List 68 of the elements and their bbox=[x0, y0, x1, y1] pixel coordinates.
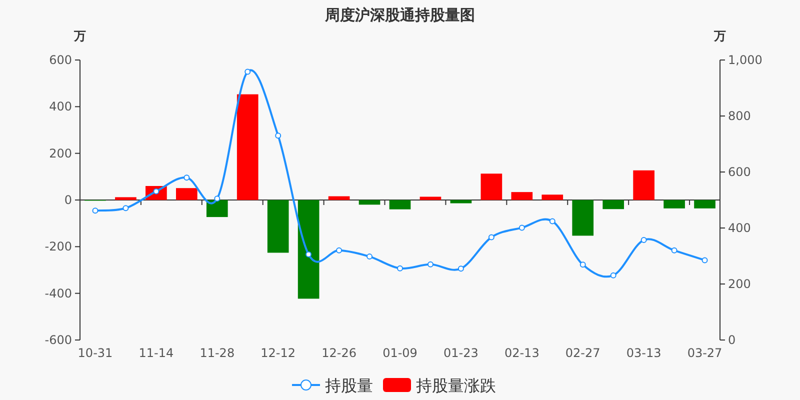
point bbox=[518, 224, 525, 231]
point bbox=[122, 205, 129, 212]
y2-tick-label: 600 bbox=[728, 165, 751, 179]
bar bbox=[480, 174, 502, 200]
point bbox=[671, 247, 678, 254]
point bbox=[427, 261, 434, 268]
x-tick-label: 11-28 bbox=[200, 346, 235, 360]
bar bbox=[420, 196, 442, 200]
y-tick-label: -200 bbox=[44, 240, 72, 254]
point bbox=[702, 257, 708, 264]
x-tick-label: 03-13 bbox=[626, 346, 662, 360]
chart-title: 周度沪深股通持股量图 bbox=[324, 6, 475, 24]
x-tick-label: 12-12 bbox=[260, 346, 296, 360]
y-tick-label: -400 bbox=[44, 286, 72, 300]
y-axis-title: 万 bbox=[73, 29, 86, 43]
point bbox=[366, 254, 373, 260]
bar bbox=[176, 188, 198, 200]
y-tick-label: -600 bbox=[44, 333, 72, 347]
x-tick-label: 11-14 bbox=[138, 346, 174, 360]
x-tick-label: 01-09 bbox=[382, 346, 418, 360]
point bbox=[336, 247, 342, 254]
bar bbox=[115, 197, 136, 200]
bar bbox=[694, 200, 716, 208]
bar bbox=[358, 200, 380, 205]
bar bbox=[236, 94, 258, 200]
bar bbox=[298, 200, 320, 299]
y-tick-label: 600 bbox=[49, 53, 72, 67]
point bbox=[549, 218, 556, 224]
bar bbox=[328, 196, 350, 200]
y-tick-label: 400 bbox=[49, 100, 72, 114]
point bbox=[488, 234, 494, 240]
bar bbox=[206, 200, 228, 218]
x-tick-label: 10-31 bbox=[78, 346, 113, 360]
bar bbox=[511, 192, 533, 200]
point bbox=[458, 266, 464, 272]
x-tick-label: 12-26 bbox=[322, 346, 356, 360]
legend-label: 持股量 bbox=[325, 376, 373, 395]
bar bbox=[267, 200, 289, 253]
x-tick-label: 03-27 bbox=[687, 346, 722, 360]
bar bbox=[633, 170, 654, 200]
point bbox=[640, 237, 647, 244]
y2-tick-label: 800 bbox=[728, 109, 751, 123]
point bbox=[214, 196, 220, 202]
bar bbox=[602, 200, 624, 210]
x-tick-label: 01-23 bbox=[444, 346, 478, 360]
y-tick-label: 200 bbox=[49, 146, 72, 160]
point bbox=[306, 251, 312, 258]
bar bbox=[542, 194, 564, 200]
y2-axis-title: 万 bbox=[713, 29, 726, 43]
point bbox=[92, 208, 98, 214]
point bbox=[610, 272, 616, 278]
point bbox=[275, 132, 282, 139]
y2-tick-label: 200 bbox=[728, 277, 751, 291]
x-tick-label: 02-13 bbox=[504, 346, 540, 360]
y2-tick-label: 0 bbox=[728, 333, 736, 347]
bar bbox=[389, 200, 411, 210]
bar bbox=[572, 200, 594, 236]
point bbox=[397, 265, 403, 272]
point bbox=[244, 68, 251, 75]
point bbox=[580, 262, 586, 268]
y-tick-label: 0 bbox=[64, 193, 72, 207]
point bbox=[184, 174, 190, 181]
y2-tick-label: 400 bbox=[728, 221, 751, 235]
x-tick-label: 02-27 bbox=[565, 346, 600, 360]
bar bbox=[664, 200, 685, 208]
legend-label: 持股量涨跌 bbox=[416, 376, 496, 395]
y2-tick-label: 1,000 bbox=[728, 53, 762, 67]
bar bbox=[450, 200, 472, 204]
